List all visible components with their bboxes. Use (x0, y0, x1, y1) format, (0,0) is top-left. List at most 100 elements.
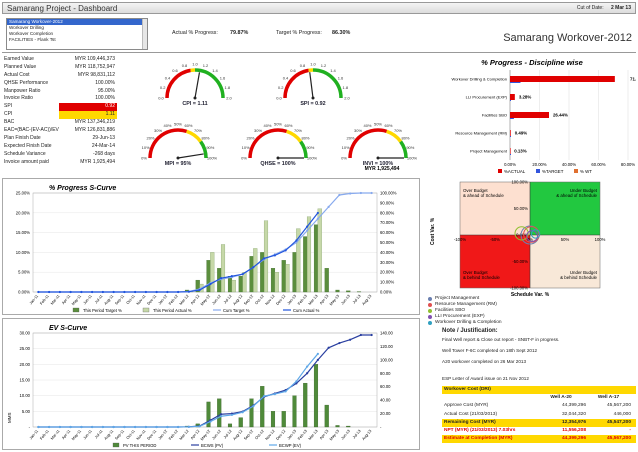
series-point (123, 425, 126, 429)
selector-scrollbar[interactable] (142, 19, 147, 49)
x-tick-label: May-13 (329, 429, 340, 441)
series-point (80, 425, 83, 429)
gauge-tick-label: 20% (146, 136, 154, 141)
y-right-tick: 40.00 (380, 398, 391, 403)
kpi-row: Expected Finish Date 24-Mar-14 (4, 143, 124, 151)
x-tick-label: -100% (454, 237, 466, 242)
gauge-tick-label: 0.0 (276, 96, 282, 101)
gauge-tick-label: 70% (394, 128, 402, 133)
legend-label: LLI Procurement (EXP) (435, 314, 485, 319)
series-point (252, 405, 255, 408)
x-tick-label: Mar-12 (179, 429, 190, 441)
legend-label: Cum Target % (223, 308, 250, 313)
legend-item: Project Management (428, 296, 628, 302)
selector-item[interactable]: FACILITIES - Flank Tst (9, 37, 56, 42)
bar-value-label: 3.28% (519, 95, 532, 100)
x-tick-label: Nov-12 (265, 294, 276, 306)
y-right-tick: 120.00 (380, 344, 393, 349)
legend-label: This Period Target % (83, 308, 122, 313)
gauge-tick-label: 100% (407, 156, 418, 161)
x-tick-label: Jul-13 (352, 294, 362, 304)
gauge-tick-label: 90% (306, 145, 314, 150)
series-point (177, 290, 180, 294)
kpi-value: 100.00% (95, 79, 115, 86)
legend-marker (428, 303, 432, 307)
selector-item[interactable]: Workover Completion (9, 31, 54, 36)
actual-progress-value: 79.87% (230, 30, 249, 36)
bar (238, 417, 243, 428)
bar-value-label: 0.13% (514, 149, 527, 154)
series-point (306, 372, 309, 375)
cost-label: Estimate at Completion (MYR) (444, 436, 513, 442)
bar (231, 279, 236, 293)
category-label: LLI Procurement (EXP) (466, 95, 508, 100)
legend-label: Project Management (435, 296, 480, 301)
cost-label: NPT (MYR) (21/03/2013) 7.03hrs (444, 427, 516, 433)
y-tick-label: 50.00% (514, 206, 528, 211)
x-tick-label: May-12 (200, 429, 211, 441)
bar (324, 404, 329, 428)
legend-label: Cum Actual % (293, 308, 320, 313)
gauge-tick-label: 0.6 (172, 68, 178, 73)
progress-s-curve-chart: % Progress S-Curve 0.00% 5.00% 10.00% 15.00%… (2, 178, 420, 315)
x-axis-label: Schedule Var. % (511, 292, 550, 298)
kpi-label: QHSE Performance (4, 79, 49, 86)
y-left-tick: 5.00 (22, 409, 31, 414)
y-right-tick: 20.00 (380, 411, 391, 416)
bar (303, 236, 308, 293)
x-tick-label: Jun-12 (211, 294, 222, 305)
gauge-tick-label: 1.4 (212, 68, 218, 73)
gauge-needle (309, 72, 314, 99)
series-point (123, 290, 126, 294)
x-tick-label: Jun-11 (83, 294, 93, 305)
gauge-tick-label: 1.6 (338, 76, 344, 81)
legend-label: This Period Actual % (153, 308, 192, 313)
series-point (263, 257, 266, 260)
gauge: 0% 10% 20%30%40% 50% 60%70% 80% 90% 100% MPI = 9… (141, 122, 217, 168)
kpi-value: -268 days (93, 150, 115, 157)
selector-item[interactable]: Samarang Workover-2012 (7, 19, 147, 25)
selector-item[interactable]: Workover Drilling (9, 25, 44, 30)
bar (220, 244, 226, 293)
gauge-label: CPI = 1.11 (182, 101, 207, 107)
gauge-tick-label: 0% (341, 156, 347, 161)
x-tick-label: Sep-11 (114, 294, 125, 306)
cost-table-columns: Well A-20 Well A-17 (550, 395, 620, 401)
gauge-hub (176, 156, 180, 160)
series-point (80, 290, 83, 294)
gauge-tick-label: 1.8 (225, 85, 231, 90)
gauge-tick-label: 0.4 (283, 76, 289, 81)
x-tick-label: Apr-11 (61, 429, 71, 440)
gauge-label: SPI = 0.92 (300, 101, 325, 107)
gauge: 0.0 0.2 0.40.6 0.8 1.0 1.21.41.6 1.8 2.0 CPI = 1… (158, 62, 232, 108)
series-point (91, 290, 94, 294)
series-line (38, 353, 319, 428)
x-tick-label: Jan-11 (29, 294, 39, 305)
kpi-label: Actual Cost (4, 71, 30, 78)
series-point (220, 415, 223, 418)
x-tick-label: Feb-12 (168, 429, 179, 441)
legend-label: BCWP (EV) (279, 443, 302, 448)
gauge-band (285, 129, 303, 143)
series-point (349, 192, 352, 195)
series-point (112, 290, 115, 294)
series-point (101, 425, 104, 429)
x-tick-label: Aug-13 (361, 429, 372, 441)
y-right-tick: 20.00% (380, 270, 394, 275)
kpi-label: EAC=(BAC-(EV-AC))/EV (4, 127, 59, 134)
project-selector[interactable]: Samarang Workover-2012 Workover Drilling… (6, 18, 148, 50)
legend-label: BCWS (PV) (201, 443, 224, 448)
actual-bar (510, 112, 549, 118)
x-tick-label: Feb-13 (297, 429, 308, 441)
kpi-row: QHSE Performance 100.00% (4, 80, 124, 88)
gauge-band (299, 140, 308, 159)
legend-swatch (536, 169, 540, 173)
bar (206, 260, 211, 293)
series-point (241, 411, 244, 414)
legend-label: %ACTUAL (504, 169, 526, 174)
kpi-row: Schedule Variance -268 days (4, 151, 124, 159)
gauge-band (148, 128, 188, 159)
kpi-row: Actual Cost MYR 98,831,112 (4, 72, 124, 80)
gauge-tick-label: 1.2 (203, 63, 209, 68)
